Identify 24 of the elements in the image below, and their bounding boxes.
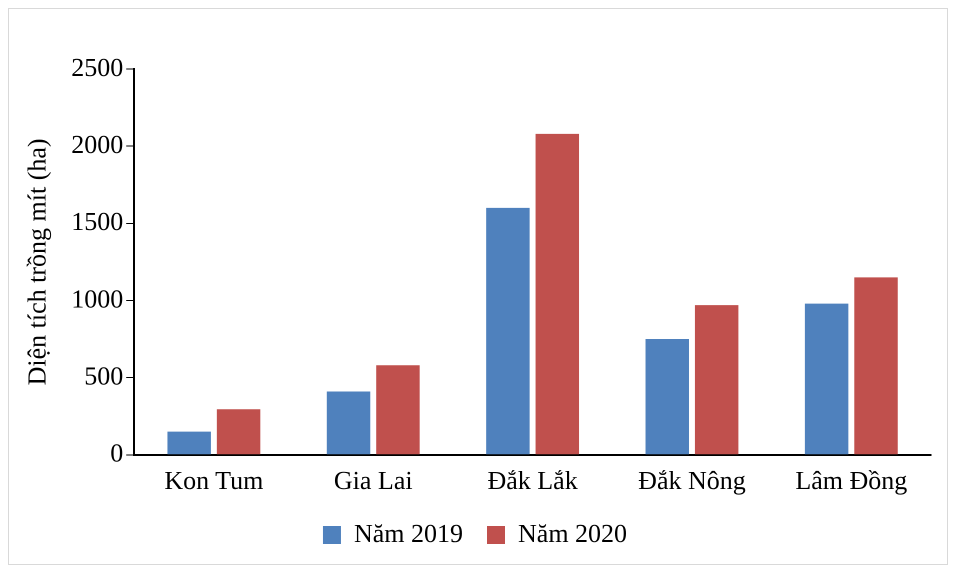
legend-label: Năm 2020 xyxy=(518,518,628,548)
y-tick-label: 2500 xyxy=(71,52,124,82)
bar xyxy=(326,392,370,454)
x-tick-label: Lâm Đồng xyxy=(795,466,908,496)
y-axis-title: Diện tích trồng mít (ha) xyxy=(22,138,52,386)
bar xyxy=(536,134,580,454)
bar xyxy=(167,432,211,454)
bar xyxy=(646,339,689,454)
y-tick-label: 1000 xyxy=(71,284,124,314)
x-tick-label: Đắk Nông xyxy=(638,466,746,496)
bar xyxy=(216,409,260,454)
y-tick-label: 0 xyxy=(110,438,124,468)
legend-label: Năm 2019 xyxy=(354,518,464,548)
y-tick-label: 1500 xyxy=(71,207,124,236)
y-tick-label: 500 xyxy=(84,361,124,390)
bar xyxy=(854,277,898,454)
x-tick-label: Gia Lai xyxy=(334,466,413,496)
x-tick-label: Kon Tum xyxy=(164,466,264,496)
x-tick-label: Đắk Lắk xyxy=(487,466,578,496)
bar xyxy=(376,365,420,454)
bar xyxy=(694,305,738,454)
bar xyxy=(804,304,848,454)
y-tick-label: 2000 xyxy=(71,130,124,159)
bar xyxy=(486,208,530,454)
